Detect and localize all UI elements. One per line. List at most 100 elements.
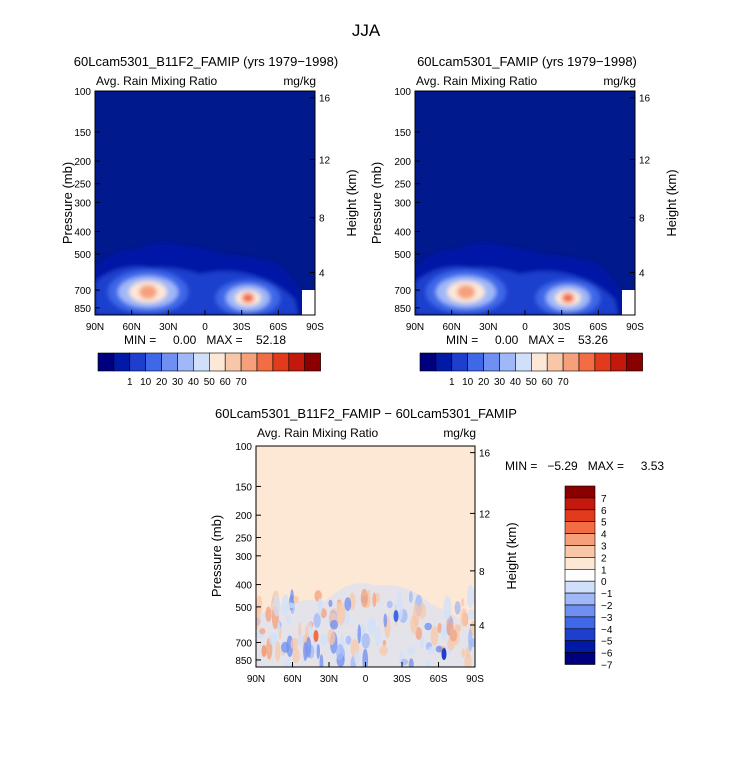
y-right-tick-label: 16 <box>639 94 651 105</box>
y-right-tick-label: 4 <box>479 621 485 632</box>
colorbar-swatch <box>467 352 484 372</box>
x-tick-label: 60S <box>430 674 448 685</box>
colorbar-label: 10 <box>140 377 152 388</box>
panel-b-contour-10 <box>562 293 574 303</box>
colorbar-swatch <box>564 497 596 511</box>
colorbar-swatch <box>97 352 115 372</box>
colorbar-swatch <box>288 352 305 372</box>
y-tick-label: 850 <box>74 304 91 315</box>
y-right-tick-label: 16 <box>479 449 491 460</box>
diff-patch <box>427 646 436 655</box>
panel-c-contours <box>256 583 475 667</box>
x-tick-label: 30N <box>479 322 497 333</box>
colorbar-label: −2 <box>601 601 613 612</box>
colorbar-swatch <box>272 352 290 372</box>
colorbar-swatch <box>240 352 258 372</box>
x-tick-label: 60N <box>122 322 140 333</box>
diff-patch <box>320 633 328 647</box>
figure-title: JJA <box>352 21 381 40</box>
panel-b-subtitle: Avg. Rain Mixing Ratio <box>416 74 537 88</box>
colorbar-label: 40 <box>188 377 200 388</box>
colorbar-swatch <box>435 352 453 372</box>
colorbar-swatch <box>224 352 242 372</box>
x-tick-label: 90N <box>86 322 104 333</box>
panel-a-contours <box>95 242 305 315</box>
colorbar-label: 20 <box>156 377 168 388</box>
diff-patch <box>435 645 443 653</box>
diff-patch <box>367 616 376 635</box>
y-tick-label: 700 <box>235 638 252 649</box>
diff-patch <box>455 624 462 632</box>
colorbar-swatch <box>564 509 596 522</box>
diff-patch <box>361 633 371 649</box>
colorbar-label: 30 <box>172 377 184 388</box>
diff-patch <box>308 621 313 640</box>
diff-patch <box>329 619 339 630</box>
diff-patch <box>336 643 344 661</box>
diff-patch <box>437 622 442 634</box>
y-tick-label: 300 <box>394 198 411 209</box>
diff-patch <box>328 599 333 608</box>
colorbar-swatch <box>113 352 131 372</box>
diff-patch <box>317 598 323 616</box>
diff-patch <box>407 646 415 656</box>
y-tick-label: 500 <box>74 250 91 261</box>
diff-patch <box>366 589 371 608</box>
colorbar-swatch <box>419 352 437 372</box>
diff-patch <box>274 640 281 662</box>
panel-b-masked-region <box>622 290 635 315</box>
diff-patch <box>461 648 465 658</box>
diff-patch <box>415 626 423 640</box>
colorbar-label: 10 <box>462 377 474 388</box>
x-tick-label: 60N <box>283 674 301 685</box>
x-tick-label: 90N <box>247 674 265 685</box>
panel-c-ylabel: Pressure (mb) <box>209 515 224 597</box>
colorbar-label: 6 <box>601 506 607 517</box>
y-right-tick-label: 8 <box>319 214 325 225</box>
colorbar-swatch <box>564 652 596 665</box>
colorbar-label: −1 <box>601 589 613 600</box>
x-tick-label: 30S <box>553 322 571 333</box>
colorbar-swatch <box>564 604 596 618</box>
colorbar-swatch <box>304 352 321 372</box>
y-right-tick-label: 16 <box>319 94 331 105</box>
y-right-tick-label: 4 <box>319 268 325 279</box>
diff-patch <box>467 609 475 621</box>
diff-patch <box>336 601 342 612</box>
colorbar-label: 3 <box>601 542 607 553</box>
y-tick-label: 250 <box>74 180 91 191</box>
colorbar-swatch <box>209 352 226 372</box>
colorbar-swatch <box>451 352 468 372</box>
colorbar-label: 2 <box>601 553 607 564</box>
diff-patch <box>424 622 432 631</box>
panel-a-ylabel-right: Height (km) <box>344 169 359 236</box>
x-tick-label: 90S <box>626 322 644 333</box>
panel-b-units: mg/kg <box>603 74 636 88</box>
colorbar-label: 50 <box>204 377 216 388</box>
colorbar-label: 20 <box>478 377 490 388</box>
panel-a-axes: 90N 60N 30N 0 30S 60S 90S 100 150 200 250 300 400 500… <box>74 87 330 333</box>
diff-patch <box>408 658 414 667</box>
colorbar-label: 70 <box>236 377 248 388</box>
colorbar-swatch <box>546 352 564 372</box>
diff-patch <box>290 637 299 650</box>
colorbar-swatch <box>499 352 516 372</box>
y-tick-label: 400 <box>74 227 91 238</box>
diff-patch <box>430 626 439 646</box>
diff-patch <box>460 608 468 627</box>
diff-patch <box>316 643 321 659</box>
diff-patch <box>344 597 352 612</box>
diff-patch <box>292 647 300 664</box>
y-tick-label: 200 <box>235 511 252 522</box>
diff-patch <box>313 613 321 628</box>
diff-patch <box>383 613 388 628</box>
y-tick-label: 400 <box>394 227 411 238</box>
diff-peak <box>261 645 267 657</box>
diff-patch <box>440 623 447 640</box>
colorbar-swatch <box>564 521 596 534</box>
panel-b-field <box>415 91 635 315</box>
y-right-tick-label: 8 <box>479 567 485 578</box>
panel-a-contour-6 <box>139 285 157 299</box>
colorbar-label: 0 <box>601 577 607 588</box>
